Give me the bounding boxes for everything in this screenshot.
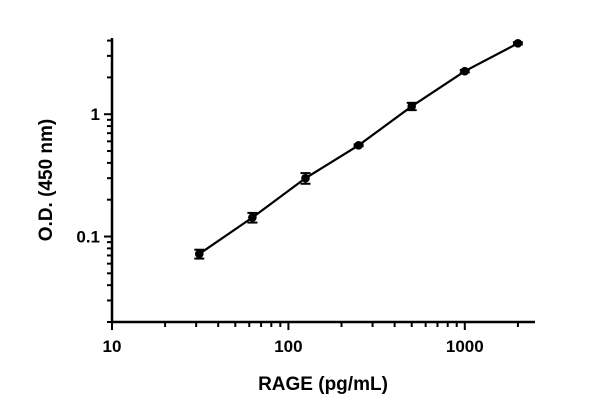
data-point (407, 102, 417, 111)
data-point (248, 213, 257, 222)
x-axis-label: RAGE (pg/mL) (258, 374, 388, 395)
data-point (194, 249, 204, 259)
data-marks (194, 39, 523, 260)
axes: 10 100 1000 0.1 1 (76, 38, 535, 356)
y-axis-label: O.D. (450 nm) (36, 119, 57, 241)
data-point (513, 39, 523, 48)
x-tick-label: 1000 (446, 337, 484, 356)
y-tick-label: 0.1 (76, 228, 100, 247)
data-point (354, 141, 363, 150)
data-point (301, 173, 310, 183)
x-tick-label: 10 (103, 337, 122, 356)
y-tick-label: 1 (91, 105, 100, 124)
data-point (460, 66, 470, 76)
x-tick-label: 100 (274, 337, 302, 356)
